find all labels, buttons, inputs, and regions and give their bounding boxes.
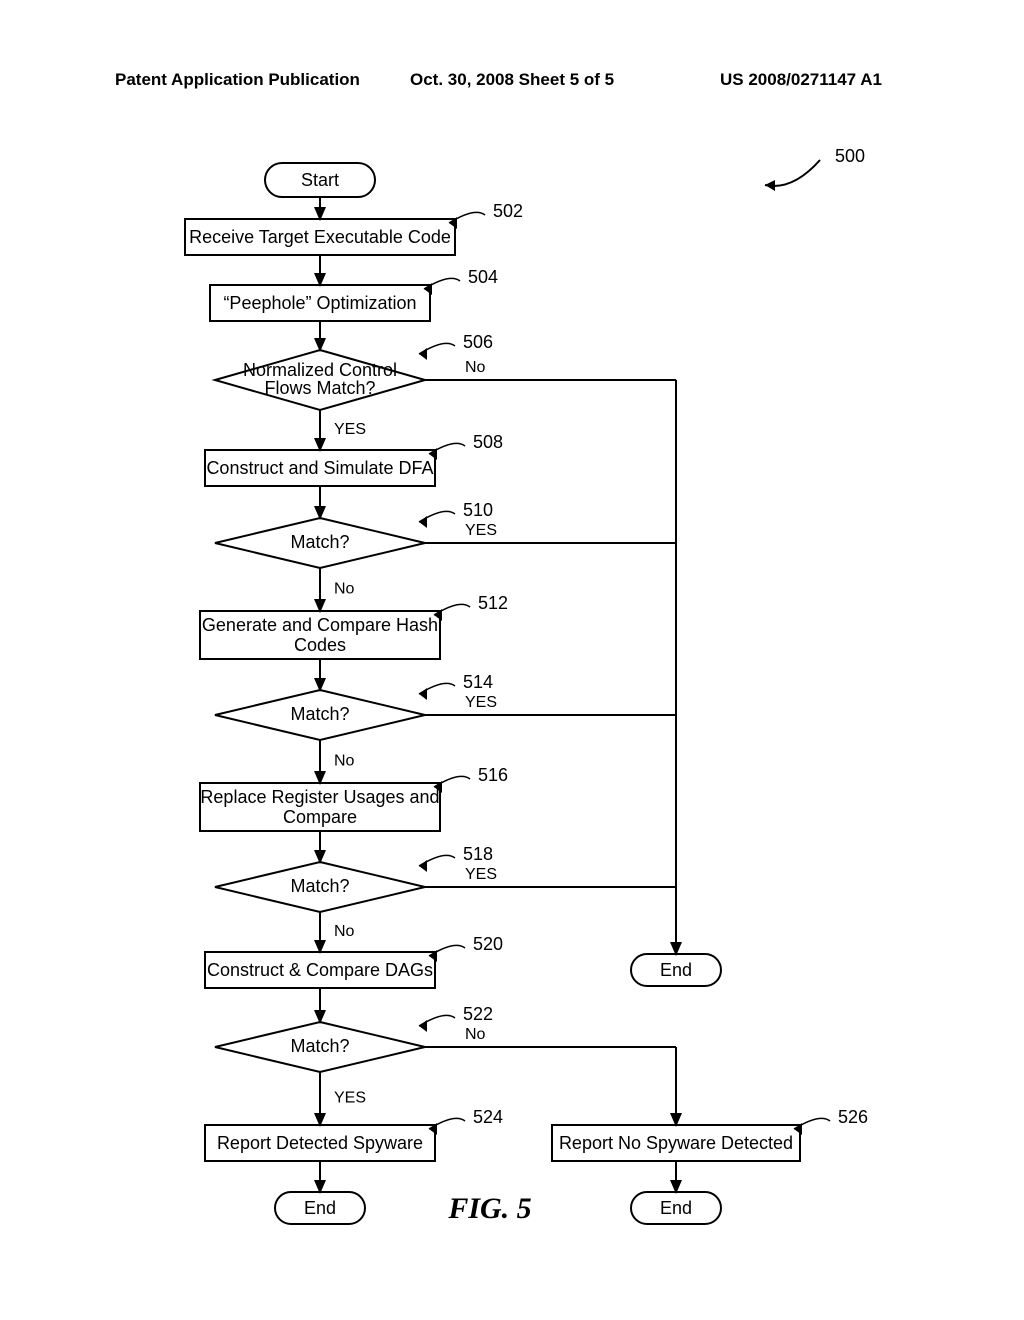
process-label-n516: Compare [283,807,357,827]
process-label-n512: Generate and Compare Hash [202,615,438,635]
edge-label: YES [334,1090,366,1107]
edge-label: YES [334,421,366,438]
decision-label-n506: Flows Match? [264,378,375,398]
process-label-n520: Construct & Compare DAGs [207,960,433,980]
ref-num-n526: 526 [838,1107,868,1127]
ref-num-n516: 516 [478,765,508,785]
decision-label-n518: Match? [290,876,349,896]
decision-label-n522: Match? [290,1036,349,1056]
edge-label: No [334,753,355,770]
terminal-label-start: Start [301,170,339,190]
branch-label: No [465,359,486,376]
decision-label-n514: Match? [290,704,349,724]
terminal-label-endmid: End [660,960,692,980]
ref-tip-n514 [419,688,427,700]
ref-num-n508: 508 [473,432,503,452]
decision-label-n506: Normalized Control [243,360,397,380]
ref-num-n502: 502 [493,201,523,221]
ref-num-n504: 504 [468,267,498,287]
process-label-n516: Replace Register Usages and [200,787,439,807]
edge-label: No [334,581,355,598]
ref-tip-n506 [419,348,427,360]
process-label-n512: Codes [294,635,346,655]
ref-500-tip [765,180,775,191]
process-label-n502: Receive Target Executable Code [189,227,451,247]
ref-500: 500 [835,146,865,166]
branch-label: YES [465,522,497,539]
ref-num-n514: 514 [463,672,493,692]
ref-num-n510: 510 [463,500,493,520]
figure-caption: FIG. 5 [447,1192,531,1225]
ref-num-n522: 522 [463,1004,493,1024]
process-label-n524: Report Detected Spyware [217,1133,423,1153]
process-label-n508: Construct and Simulate DFA [206,458,433,478]
ref-num-n506: 506 [463,332,493,352]
terminal-label-end1: End [304,1198,336,1218]
decision-label-n510: Match? [290,532,349,552]
ref-tip-n522 [419,1020,427,1032]
process-label-n504: “Peephole” Optimization [223,293,416,313]
edge-label: No [334,923,355,940]
terminal-label-end2: End [660,1198,692,1218]
ref-num-n518: 518 [463,844,493,864]
branch-label: YES [465,694,497,711]
ref-tip-n518 [419,860,427,872]
branch-label-522: No [465,1026,486,1043]
process-label-n526: Report No Spyware Detected [559,1133,793,1153]
ref-num-n512: 512 [478,593,508,613]
branch-label: YES [465,866,497,883]
ref-num-n524: 524 [473,1107,503,1127]
ref-num-n520: 520 [473,934,503,954]
ref-tip-n510 [419,516,427,528]
flowchart-svg: Start Receive Target Executable Code 502 “P… [0,0,1024,1320]
